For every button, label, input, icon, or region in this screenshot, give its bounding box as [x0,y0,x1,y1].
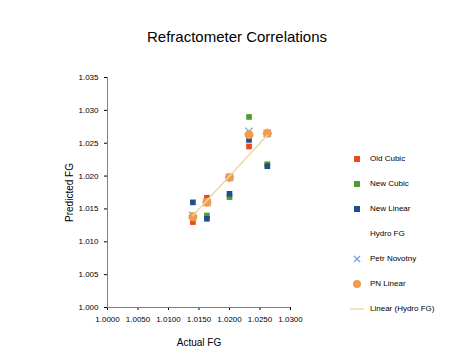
svg-text:Actual FG: Actual FG [177,337,222,348]
svg-text:1.0150: 1.0150 [187,315,212,324]
svg-text:1.0300: 1.0300 [278,315,303,324]
html-text:Hydro FG: Hydro FG [370,229,405,238]
svg-text:1.0100: 1.0100 [156,315,181,324]
svg-text:1.000: 1.000 [78,303,99,312]
svg-text:1.015: 1.015 [78,204,99,213]
svg-text:1.005: 1.005 [78,270,99,279]
svg-text:1.0250: 1.0250 [248,315,273,324]
svg-text:1.020: 1.020 [78,172,99,181]
html-text:New Cubic: New Cubic [370,179,409,188]
html-text:Old Cubic: Old Cubic [370,154,406,163]
html-text:Linear (Hydro FG): Linear (Hydro FG) [370,304,435,313]
html-text:Refractometer Correlations: Refractometer Correlations [147,28,327,45]
svg-text:1.0000: 1.0000 [95,315,120,324]
svg-text:1.0050: 1.0050 [126,315,151,324]
html-text:Petr Novotny: Petr Novotny [370,254,417,263]
html-text:PN Linear: PN Linear [370,279,406,288]
svg-text:1.010: 1.010 [78,237,99,246]
svg-text:1.035: 1.035 [78,73,99,82]
svg-text:Predicted FG: Predicted FG [64,163,75,222]
svg-text:1.030: 1.030 [78,106,99,115]
svg-text:1.025: 1.025 [78,139,99,148]
svg-text:1.0200: 1.0200 [217,315,242,324]
html-text:New Linear: New Linear [370,204,411,213]
